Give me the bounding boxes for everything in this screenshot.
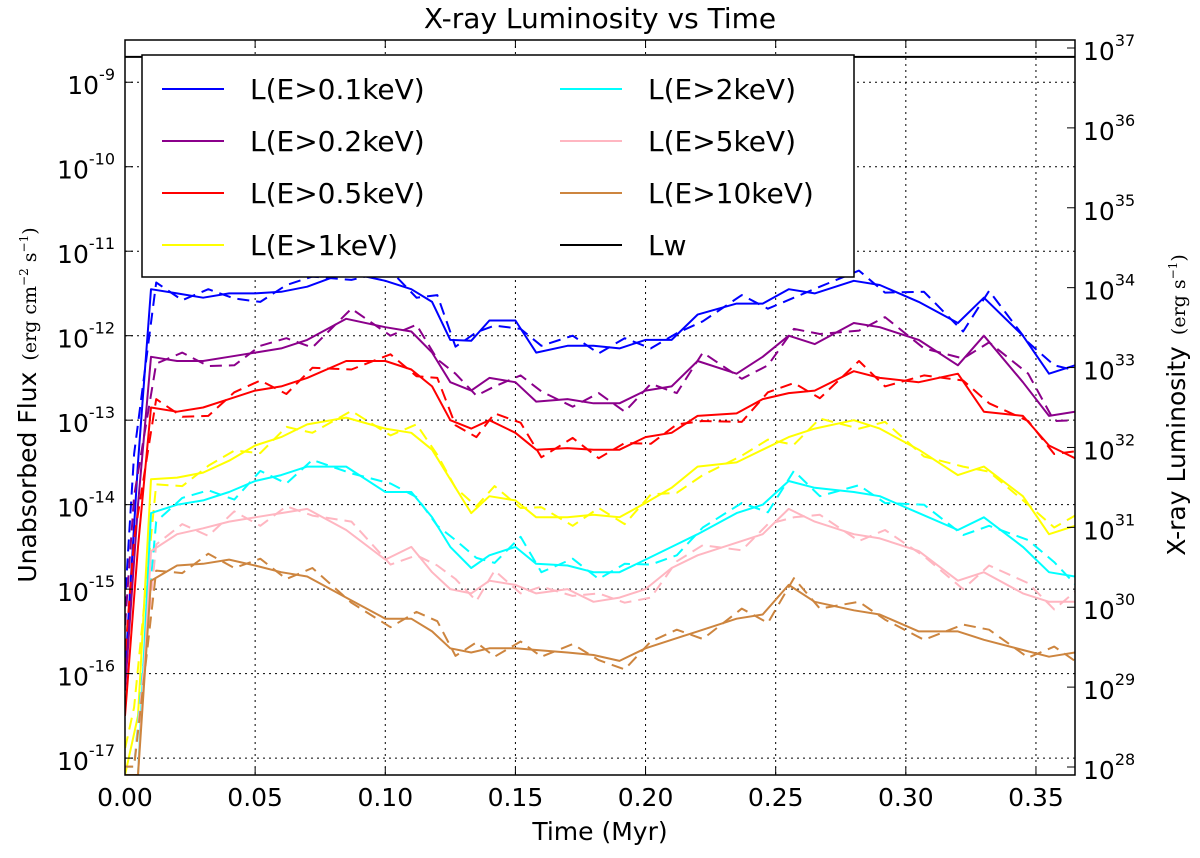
left-tick-label: 10-16 [57,657,115,692]
x-tick-label: 0.25 [748,783,804,812]
x-axis-ticks: 0.00 0.05 0.10 0.15 0.20 0.25 0.30 0.35 [97,40,1064,812]
x-tick-label: 0.00 [97,783,153,812]
right-axis-ticks: 1037 1036 1035 1034 1033 1032 1031 1030 1029 1028 [1067,31,1135,785]
series-line-dashed [125,458,1075,768]
left-tick-label: 10-14 [57,488,115,523]
legend-label: L(E>1keV) [250,229,398,262]
left-tick-label: 10-9 [67,65,115,100]
series-line-dashed [125,307,1075,641]
right-tick-label: 1028 [1083,750,1135,785]
x-tick-label: 0.20 [618,783,674,812]
left-tick-label: 10-11 [57,234,115,269]
right-tick-label: 1034 [1083,271,1135,306]
right-axis-unit-exp: −1 [1166,262,1180,280]
series-line-solid [125,416,1075,775]
legend-box [141,54,855,278]
legend-label: Lw [648,229,687,262]
legend-label: L(E>10keV) [648,177,814,210]
right-tick-label: 1029 [1083,670,1135,705]
right-tick-label: 1035 [1083,191,1135,226]
right-tick-label: 1032 [1083,430,1135,465]
series-line-dashed [125,409,1075,754]
x-tick-label: 0.15 [488,783,544,812]
right-tick-label: 1030 [1083,590,1135,625]
legend-label: L(E>5keV) [648,125,796,158]
right-axis-label: X-ray Luminosity (erg s−1) [1162,254,1191,556]
left-tick-label: 10-12 [57,319,115,354]
series-line-solid [125,558,1075,775]
right-tick-label: 1037 [1083,31,1135,66]
left-axis-label: Unabsorbed Flux (erg cm−2 s−1) [13,227,42,582]
legend-label: L(E>0.2keV) [250,125,425,158]
legend-label: L(E>0.5keV) [250,177,425,210]
legend-label: L(E>2keV) [648,73,796,106]
left-tick-label: 10-10 [57,150,115,185]
series-line-dashed [125,505,1075,768]
left-axis-unit: erg cm [19,286,41,353]
right-tick-label: 1036 [1083,111,1135,146]
right-tick-label: 1033 [1083,351,1135,386]
series-line-dashed [125,353,1075,670]
series-line-dashed [125,269,1075,619]
right-axis-unit-paren-close: ) [1168,254,1190,261]
x-tick-label: 0.35 [1008,783,1064,812]
left-tick-label: 10-17 [57,741,115,776]
right-tick-label: 1031 [1083,510,1135,545]
left-axis-unit-s-exp: −1 [17,235,31,253]
left-axis-unit-s: s [19,252,41,268]
left-tick-label: 10-13 [57,403,115,438]
left-axis-unit-paren-open: ( [19,353,41,360]
legend: L(E>0.1keV) L(E>0.2keV) L(E>0.5keV) L(E>1ke… [141,54,855,278]
left-axis-unit-paren-close: ) [19,227,41,234]
right-axis-unit: erg s [1168,279,1190,327]
x-axis-label: Time (Myr) [531,817,667,846]
chart-title: X-ray Luminosity vs Time [424,2,776,35]
x-tick-label: 0.30 [878,783,934,812]
series-line-solid [125,507,1075,775]
right-axis-label-text: X-ray Luminosity [1162,346,1191,556]
right-axis-unit-paren-open: ( [1168,328,1190,335]
legend-label: L(E>0.1keV) [250,73,425,106]
series-line-solid [125,465,1075,775]
series-line-solid [125,271,1075,674]
left-tick-label: 10-15 [57,572,115,607]
series-group [125,55,1075,775]
left-axis-ticks: 10-9 10-10 10-11 10-12 10-13 10-14 10-15 10-16 1… [57,65,133,776]
x-tick-label: 0.05 [227,783,283,812]
left-axis-unit-exp: −2 [17,268,31,286]
x-tick-label: 0.10 [357,783,413,812]
series-line-dashed [125,552,1075,768]
plot-frame [124,39,1076,776]
left-axis-label-text: Unabsorbed Flux [13,372,42,583]
series-line-solid [125,360,1075,716]
